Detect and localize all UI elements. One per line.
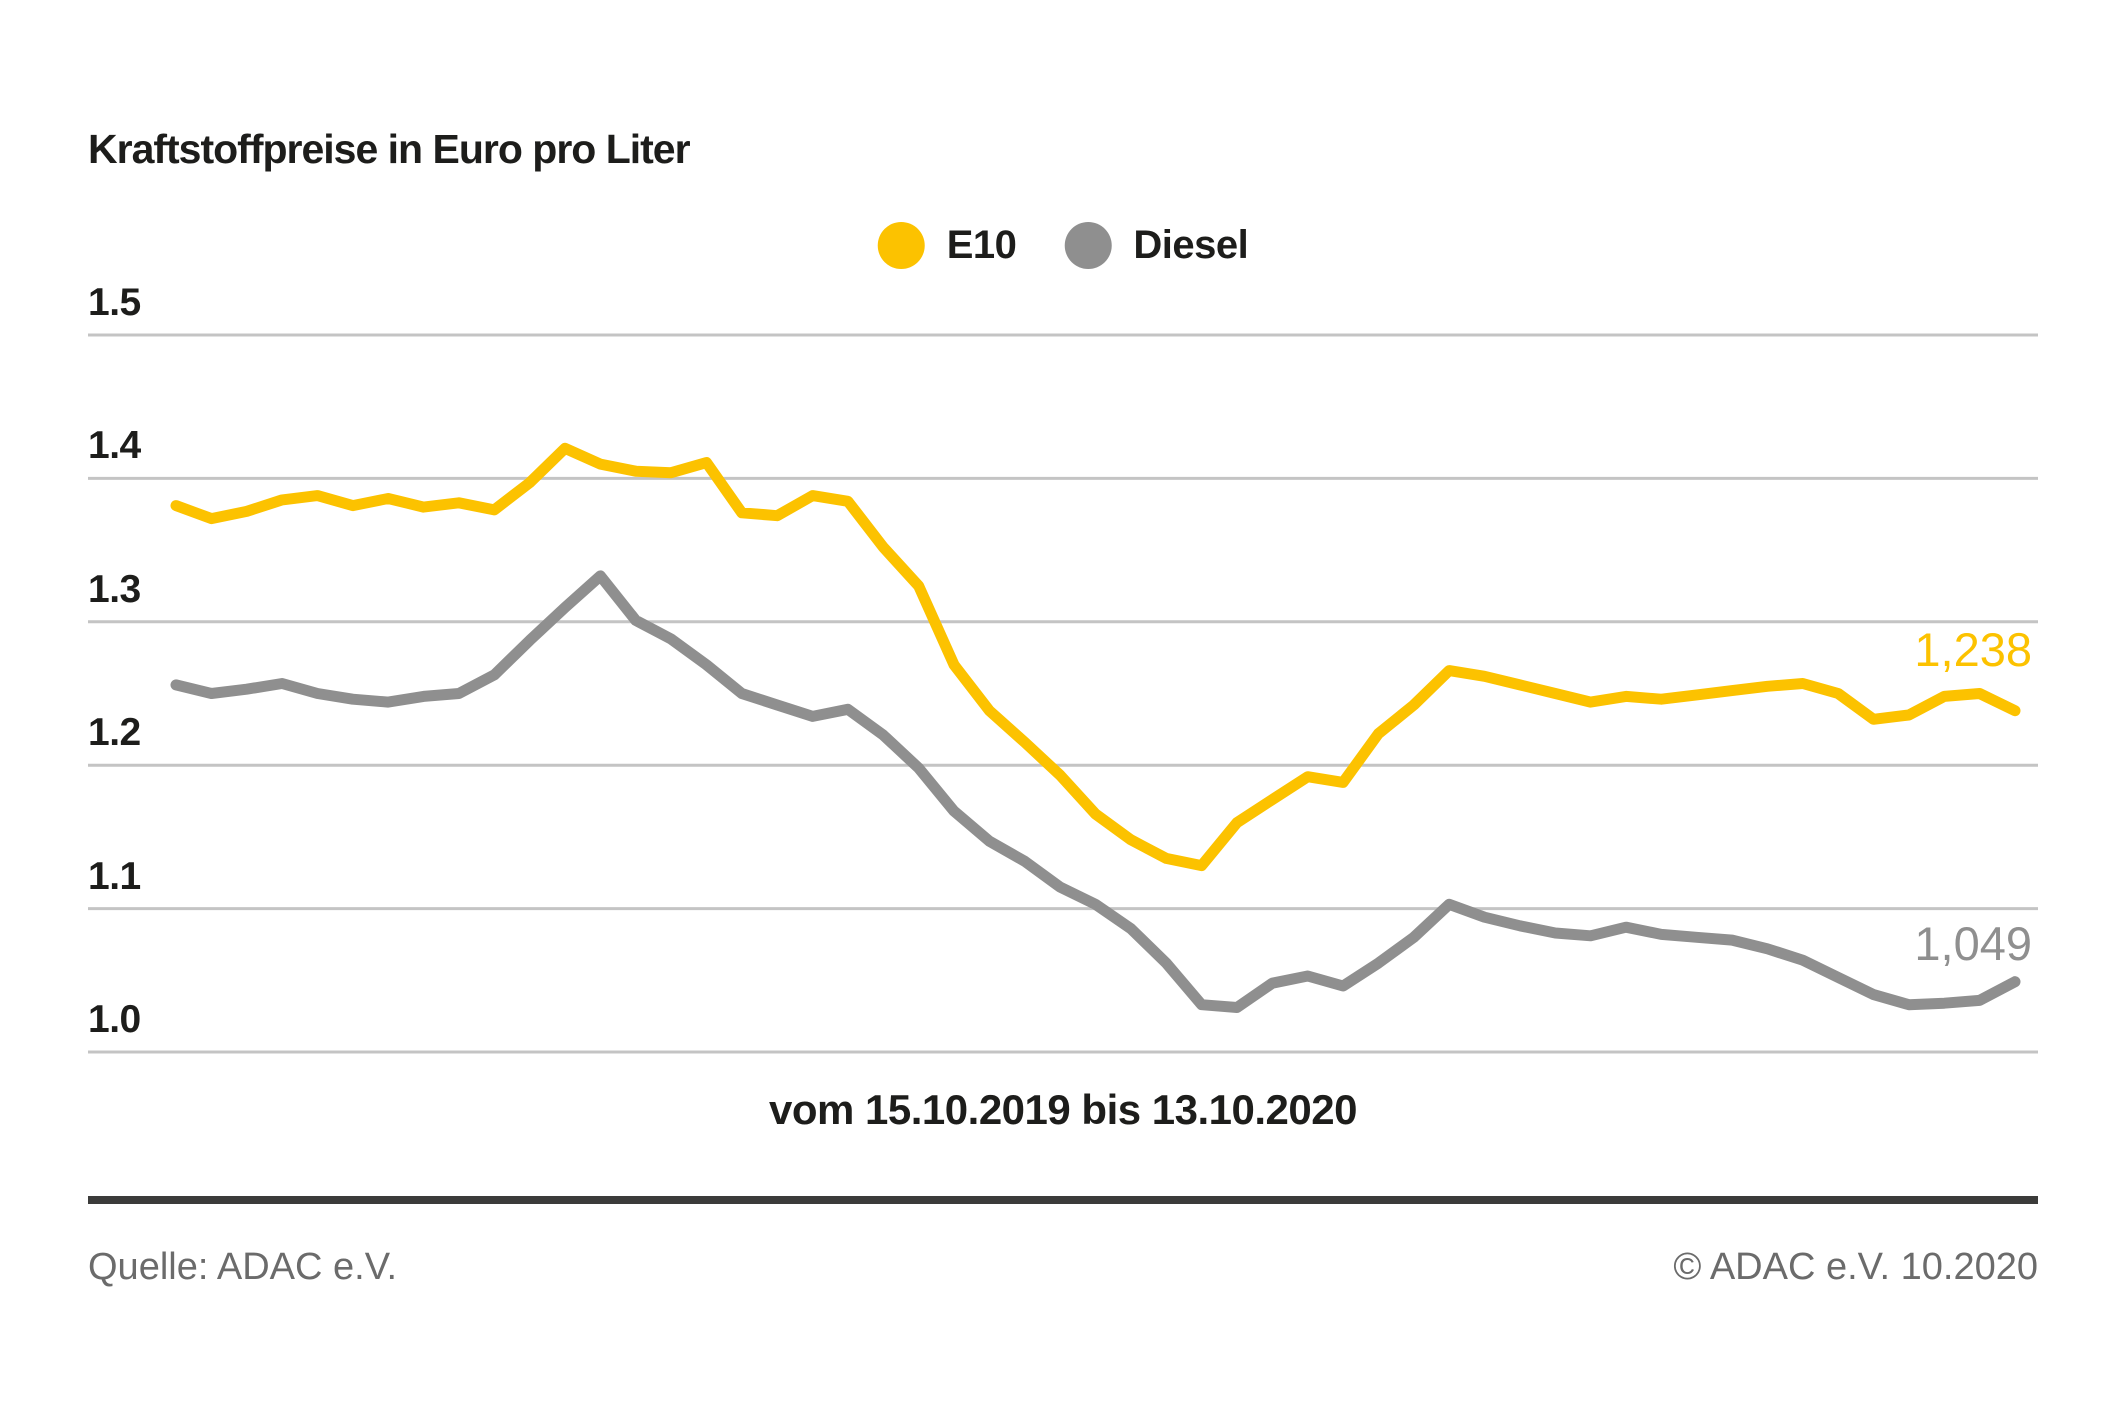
y-axis-tick-1-3: 1.3 [88,568,141,611]
y-axis-tick-1-5: 1.5 [88,281,141,324]
x-axis-range-label: vom 15.10.2019 bis 13.10.2020 [769,1086,1357,1133]
copyright-note: © ADAC e.V. 10.2020 [1673,1246,2038,1288]
legend-item-e10: E10 [877,222,1017,269]
legend-label-e10: E10 [946,223,1017,267]
y-axis-tick-1-0: 1.0 [88,998,141,1041]
legend-item-diesel: Diesel [1064,222,1249,269]
source-note: Quelle: ADAC e.V. [88,1246,398,1288]
gridlines [88,333,2038,1054]
footer-divider [88,1196,2038,1204]
chart-title: Kraftstoffpreise in Euro pro Liter [88,126,691,173]
e10-end-value-label: 1,238 [1914,623,2032,676]
e10-line [170,442,2021,872]
legend-label-diesel: Diesel [1133,223,1249,267]
legend: E10 Diesel [877,222,1249,269]
y-axis-tick-1-4: 1.4 [88,424,141,467]
y-axis-tick-1-1: 1.1 [88,855,141,898]
diesel-dot-icon [1064,222,1112,269]
diesel-end-value-label: 1,049 [1914,917,2032,970]
diesel-line [170,570,2021,1013]
y-axis-tick-1-2: 1.2 [88,711,141,754]
e10-dot-icon [877,222,925,269]
